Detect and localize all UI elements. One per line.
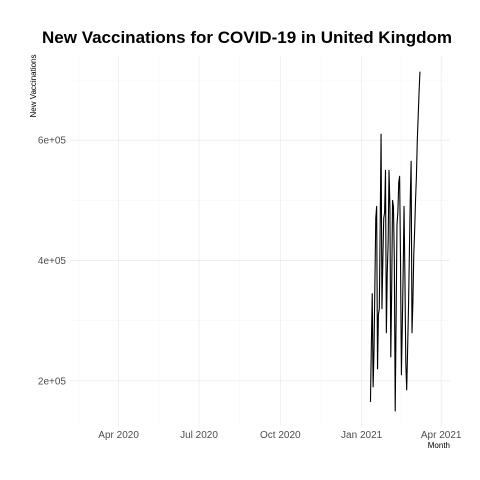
grid	[70, 56, 450, 426]
chart-title: New Vaccinations for COVID-19 in United …	[42, 28, 452, 47]
y-tick-label: 6e+05	[38, 136, 67, 147]
y-tick-label: 2e+05	[38, 376, 67, 387]
y-axis: 2e+05 4e+05 6e+05	[38, 136, 67, 388]
x-tick-label: Apr 2021	[421, 430, 462, 441]
x-tick-label: Oct 2020	[260, 430, 301, 441]
y-tick-label: 4e+05	[38, 256, 67, 267]
y-axis-title: New Vaccinations	[29, 55, 38, 118]
x-axis-title: Month	[428, 441, 450, 450]
series-layer	[369, 71, 421, 412]
x-tick-label: Jan 2021	[341, 430, 383, 441]
x-axis: Apr 2020 Jul 2020 Oct 2020 Jan 2021 Apr 2021	[98, 430, 462, 441]
series-line	[369, 71, 421, 412]
x-tick-label: Apr 2020	[98, 430, 139, 441]
x-tick-label: Jul 2020	[180, 430, 218, 441]
